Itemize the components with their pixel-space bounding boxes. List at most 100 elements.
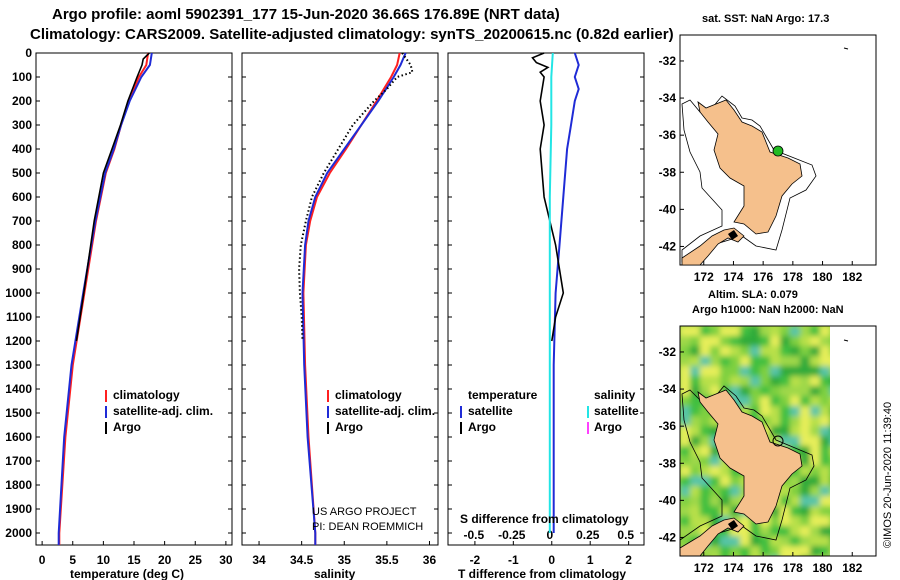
field-cell (820, 366, 830, 377)
field-cell (800, 416, 811, 427)
field-cell (790, 376, 801, 387)
field-cell (740, 526, 751, 537)
field-cell (760, 386, 771, 397)
field-cell (790, 496, 801, 507)
field-cell (740, 386, 751, 397)
field-cell (690, 496, 701, 507)
field-cell (790, 416, 801, 427)
field-cell (810, 386, 821, 397)
field-cell (680, 366, 691, 377)
map1 (679, 34, 877, 266)
depth-tick-label: 1600 (5, 430, 32, 444)
map2-south-island (680, 517, 745, 556)
temperature-panel-frame (35, 52, 233, 546)
x-tick-label: 1 (587, 553, 594, 567)
salinity-panel-frame (241, 52, 439, 546)
credit-pi: PI: DEAN ROEMMICH (312, 521, 423, 533)
field-cell (720, 376, 731, 387)
field-cell (790, 506, 801, 517)
field-cell (780, 406, 791, 417)
field-cell (820, 476, 830, 487)
field-cell (800, 426, 811, 437)
field-cell (810, 336, 821, 347)
field-cell (770, 516, 781, 527)
field-cell (710, 486, 721, 497)
field-cell (780, 346, 791, 357)
field-cell (750, 396, 761, 407)
map1-title: sat. SST: NaN Argo: 17.3 (702, 13, 829, 25)
s-difference-axis-label: S difference from climatology (460, 512, 629, 526)
t-difference-axis-label: T difference from climatology (458, 567, 626, 580)
field-cell (680, 496, 691, 507)
field-cell (730, 546, 741, 556)
difference-panel-frame (447, 52, 645, 546)
field-cell (730, 346, 741, 357)
plot-title-line1: Argo profile: aoml 5902391_177 15-Jun-20… (52, 6, 560, 23)
field-cell (680, 386, 691, 397)
field-cell (700, 356, 711, 367)
field-cell (690, 506, 701, 517)
field-cell (800, 526, 811, 537)
field-cell (780, 536, 791, 547)
x-tick-label: 36 (423, 553, 437, 567)
map2 (679, 325, 877, 557)
field-cell (750, 526, 761, 537)
map-lon-tick-label: 182 (842, 561, 862, 575)
field-cell (810, 466, 821, 477)
field-cell (690, 436, 701, 447)
depth-tick-label: 300 (12, 118, 32, 132)
field-cell (730, 496, 741, 507)
field-cell (720, 466, 731, 477)
temperature-axis-label: temperature (deg C) (70, 567, 184, 580)
x-tick-label: 20 (158, 553, 172, 567)
field-cell (740, 346, 751, 357)
field-cell (820, 486, 830, 497)
field-cell (780, 506, 791, 517)
depth-tick-label: 1800 (5, 478, 32, 492)
series-salinity-satellite-line (548, 52, 554, 533)
field-cell (680, 416, 691, 427)
field-cell (780, 366, 791, 377)
field-cell (680, 356, 691, 367)
field-cell (800, 506, 811, 517)
field-cell (820, 376, 830, 387)
x-tick-label: 15 (127, 553, 141, 567)
field-cell (790, 336, 801, 347)
field-cell (800, 546, 811, 556)
field-cell (800, 366, 811, 377)
field-cell (690, 466, 701, 477)
depth-tick-label: 1300 (5, 358, 32, 372)
field-cell (820, 526, 830, 537)
x-tick-label: 34 (252, 553, 266, 567)
plot-title-line2: Climatology: CARS2009. Satellite-adjuste… (30, 26, 674, 43)
map-lat-tick-label: -36 (659, 419, 677, 433)
field-cell (700, 456, 711, 467)
field-cell (800, 486, 811, 497)
field-cell (700, 336, 711, 347)
map-lat-tick-label: -38 (659, 165, 677, 179)
s-diff-tick-label: 0 (546, 528, 553, 542)
x-tick-label: 0 (548, 553, 555, 567)
map-lat-tick-label: -42 (659, 530, 677, 544)
field-cell (690, 406, 701, 417)
field-cell (730, 396, 741, 407)
field-cell (760, 326, 771, 337)
field-cell (740, 326, 751, 337)
field-cell (800, 356, 811, 367)
depth-tick-label: 2000 (5, 526, 32, 540)
field-cell (800, 476, 811, 487)
field-cell (820, 446, 830, 457)
legend-climatology-label: climatology (113, 388, 180, 402)
field-cell (810, 426, 821, 437)
depth-tick-label: 900 (12, 262, 32, 276)
field-cell (760, 406, 771, 417)
field-cell (700, 446, 711, 457)
map1-south-island (681, 227, 745, 266)
field-cell (810, 406, 821, 417)
map-lat-tick-label: -42 (659, 239, 677, 253)
field-cell (690, 526, 701, 537)
field-cell (760, 546, 771, 556)
field-cell (800, 406, 811, 417)
field-cell (750, 356, 761, 367)
